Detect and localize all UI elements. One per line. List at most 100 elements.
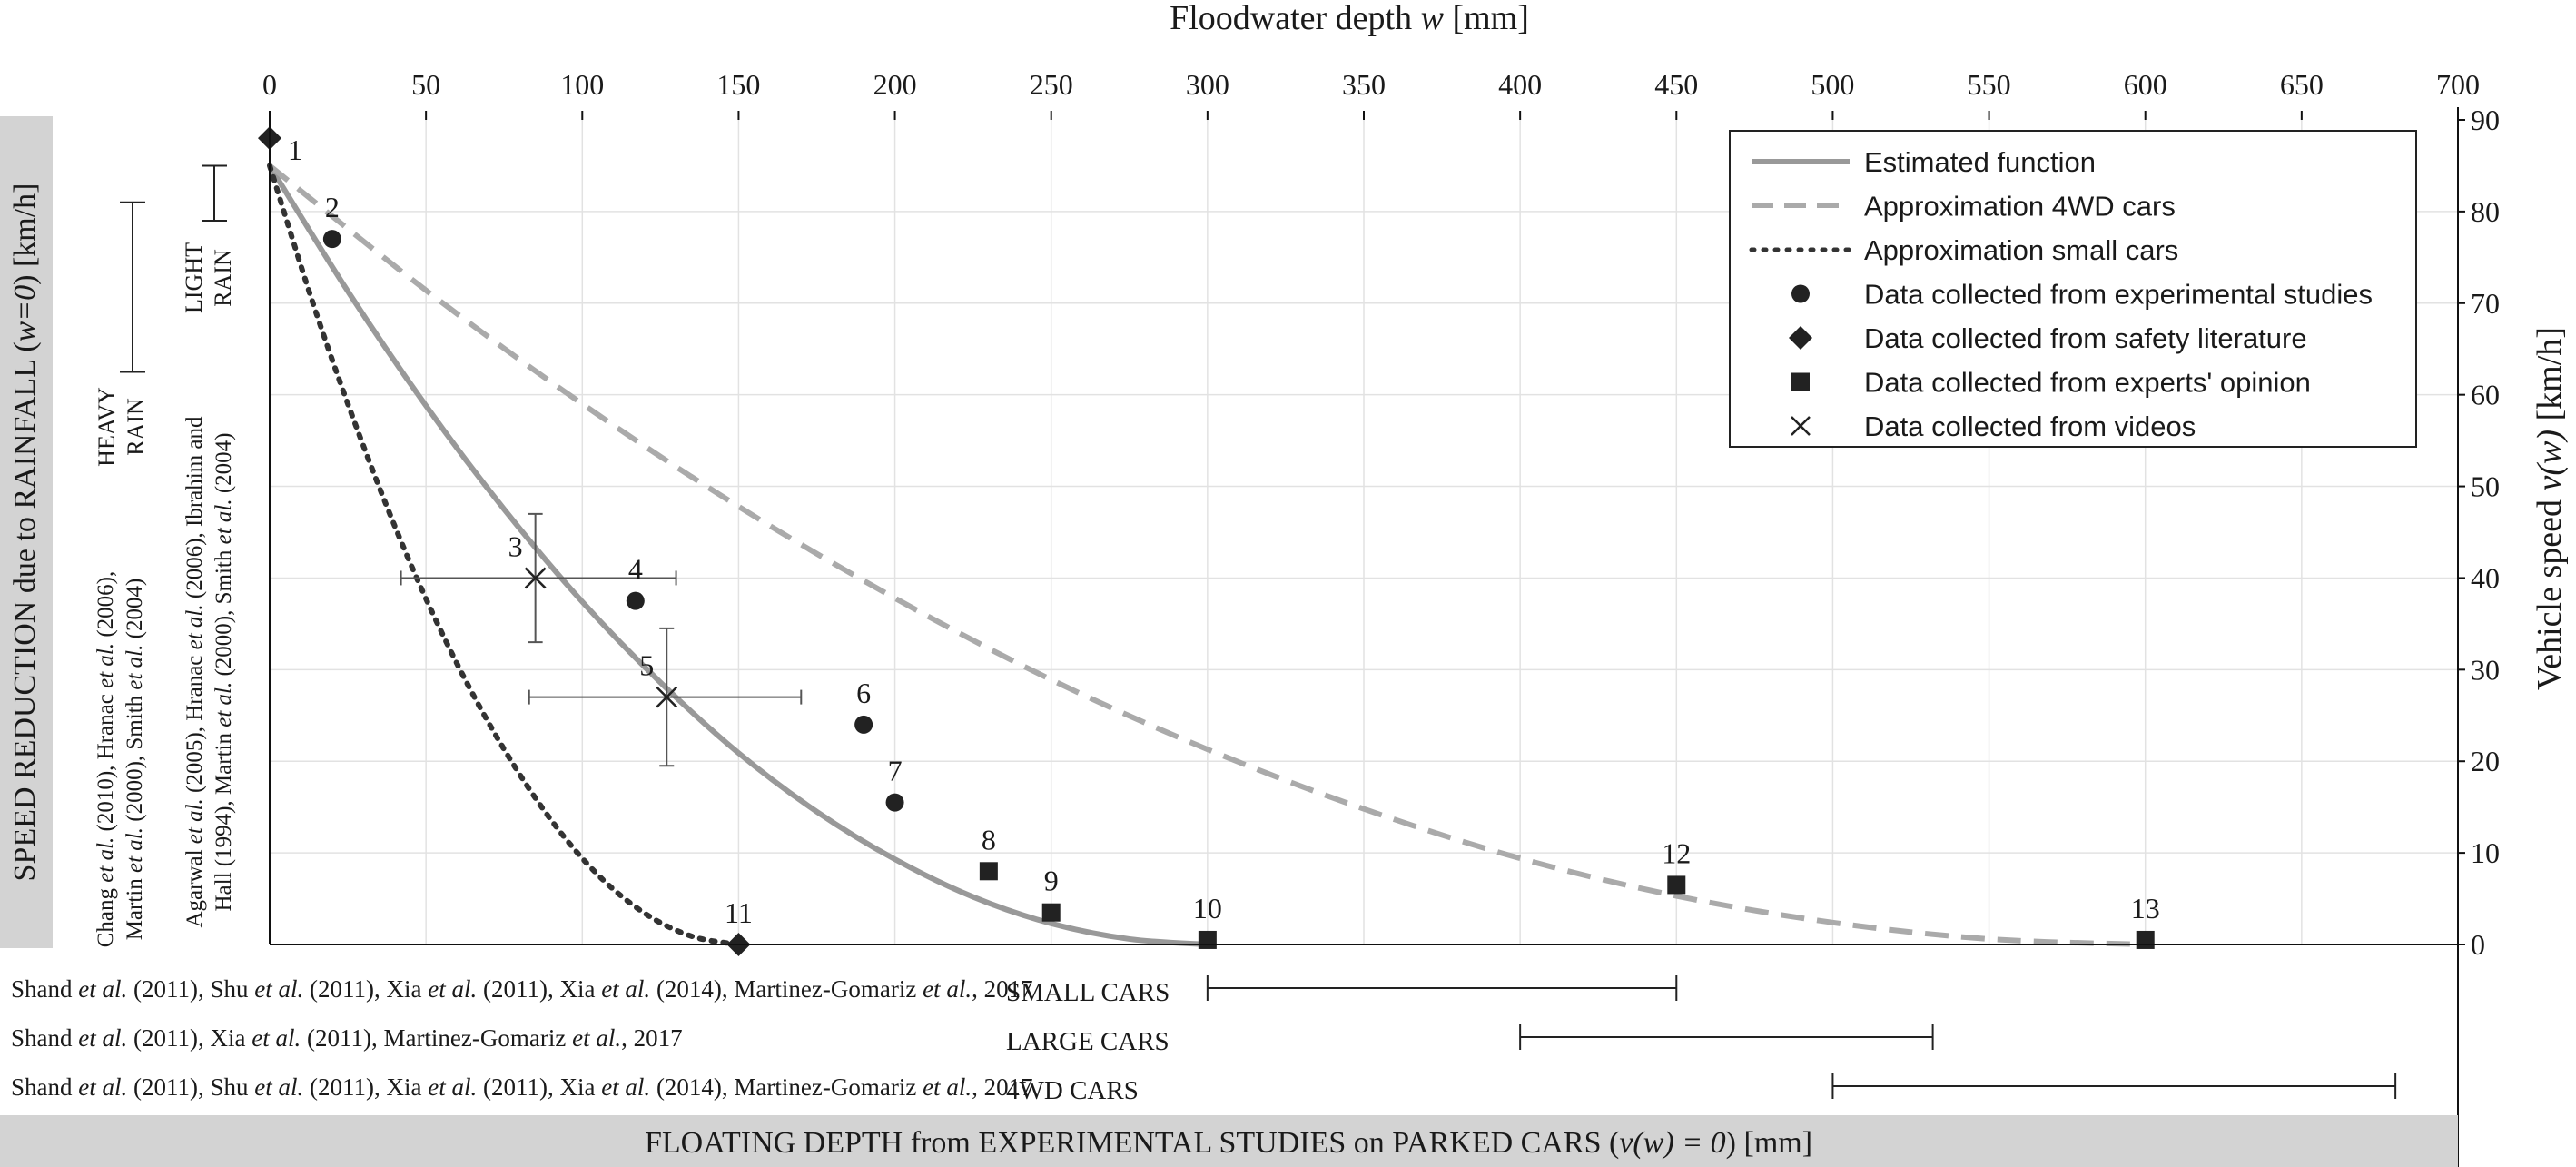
legend-label: Approximation 4WD cars (1864, 191, 2176, 223)
y-axis-title-seg: v(w) (2531, 430, 2569, 491)
point-label-8: 8 (982, 823, 996, 855)
light-rain-refs-seg: (2005), Hranac (183, 649, 207, 798)
floating-row-refs-seg: , 2017 (621, 1024, 683, 1052)
legend-marker-cross-b (1791, 416, 1811, 436)
point-5 (656, 686, 678, 708)
floating-row-refs-seg: (2014), Martinez-Gomariz (650, 1073, 923, 1101)
y-tick-label: 60 (2471, 379, 2500, 411)
point-9 (1041, 903, 1061, 922)
floating-row-refs: Shand et al. (2011), Shu et al. (2011), … (11, 1073, 1033, 1101)
heavy-rain-refs-seg: et al. (123, 827, 147, 873)
light-rain-refs-seg: Hall (1994), Martin (212, 727, 236, 912)
heavy-rain-refs-seg: (2004) (123, 579, 147, 645)
y-tick-label: 10 (2471, 836, 2500, 869)
y-tick-label: 90 (2471, 104, 2500, 136)
light-rain-refs-seg: Agarwal (183, 844, 207, 927)
floating-panel-title: FLOATING DEPTH from EXPERIMENTAL STUDIES… (645, 1126, 1812, 1160)
floating-row-refs-seg: (2011), Xia (303, 1073, 428, 1101)
y-tick-label: 30 (2471, 653, 2500, 686)
floating-row-refs-seg: et al. (254, 975, 303, 1003)
rainfall-panel-bg (0, 116, 53, 948)
x-tick-label: 650 (2280, 68, 2324, 101)
legend-box (1729, 130, 2417, 448)
floating-row-refs-seg: (2011), Xia (127, 1024, 252, 1052)
legend-marker-square (1791, 372, 1810, 391)
heavy-rain-label: HEAVY (94, 387, 120, 467)
axes: 0 50 100 150 200 250 300 350 400 450 500 550 600 650 7… (262, 0, 2569, 1167)
x-axis-title-seg: w (1421, 0, 1445, 37)
x-tick-label: 250 (1030, 68, 1073, 101)
rainfall-panel-title: SPEED REDUCTION due to RAINFALL (w=0) [k… (8, 183, 42, 881)
point-2 (322, 230, 341, 249)
floating-row-refs-seg: et al. (923, 1073, 972, 1101)
point-label-13: 13 (2131, 892, 2160, 925)
point-label-9: 9 (1044, 865, 1059, 897)
floating-row-refs-seg: (2011), Martinez-Gomariz (301, 1024, 572, 1052)
point-label-5: 5 (639, 649, 654, 682)
floating-row-refs: Shand et al. (2011), Shu et al. (2011), … (11, 975, 1033, 1003)
heavy-rain-refs-seg: (2006), (94, 571, 118, 643)
legend-marker-cross (1791, 416, 1811, 436)
x-axis-title-seg: Floodwater depth (1170, 0, 1421, 37)
x-tick-label: 700 (2436, 68, 2480, 101)
floating-row-refs-seg: et al. (78, 1024, 127, 1052)
x-tick-label: 0 (262, 68, 277, 101)
floating-row-refs-seg: et al. (601, 975, 650, 1003)
y-tick-label: 70 (2471, 287, 2500, 320)
light-rain-refs-seg: et al. (183, 798, 207, 844)
floating-row-refs-seg: et al. (428, 1073, 477, 1101)
x-tick-label: 450 (1654, 68, 1698, 101)
floating-row-category: LARGE CARS (1006, 1027, 1170, 1056)
heavy-rain-label: RAIN (123, 398, 149, 456)
series-line-0 (267, 163, 1209, 947)
rainfall-title-seg: ) [km/h] (8, 183, 42, 284)
floating-row-category: 4WD CARS (1006, 1076, 1139, 1105)
heavy-rain-refs-seg: (2010), Hranac (94, 688, 118, 837)
floating-row-refs-seg: et al. (78, 975, 127, 1003)
legend-label: Approximation small cars (1864, 234, 2178, 266)
y-axis-title-seg: [km/h] (2531, 327, 2569, 430)
floating-row-category: SMALL CARS (1006, 978, 1170, 1007)
floating-row-refs-seg: Shand (11, 1024, 78, 1052)
rainfall-title-seg: w=0 (8, 285, 42, 342)
y-axis-title: Vehicle speed v(w) [km/h] (2531, 327, 2569, 690)
point-4 (626, 591, 645, 610)
legend-label: Data collected from safety literature (1864, 322, 2307, 354)
light-rain-refs-seg: (2004) (212, 432, 236, 499)
legend-label: Estimated function (1864, 146, 2096, 178)
floating-row-refs-seg: (2011), Shu (127, 1073, 254, 1101)
heavy-rain-refs-seg: et al. (94, 837, 118, 883)
floating-row-refs-seg: (2011), Xia (477, 975, 601, 1003)
floating-row-refs-seg: , 2017 (972, 1073, 1033, 1101)
y-axis-title-seg: Vehicle speed (2531, 491, 2569, 690)
rainfall-title-seg: SPEED REDUCTION due to RAINFALL ( (8, 341, 42, 881)
point-5-b (656, 686, 678, 708)
heavy-rain-refs: Chang et al. (2010), Hranac et al. (2006… (94, 571, 118, 948)
floating-row-refs-seg: Shand (11, 975, 78, 1003)
point-label-6: 6 (856, 677, 871, 709)
x-tick-label: 550 (1968, 68, 2011, 101)
floating-row-refs-seg: (2011), Xia (477, 1073, 601, 1101)
light-rain-refs: Hall (1994), Martin et al. (2000), Smith… (212, 432, 236, 911)
light-rain-label: RAIN (210, 249, 236, 307)
floating-row-refs-seg: et al. (572, 1024, 621, 1052)
x-axis-title: Floodwater depth w [mm] (1170, 0, 1529, 37)
point-label-4: 4 (628, 553, 643, 586)
series-line-2 (267, 163, 742, 947)
point-label-1: 1 (288, 134, 302, 166)
floating-row-refs-seg: Shand (11, 1073, 78, 1101)
heavy-rain-refs: Martin et al. (2000), Smith et al. (2004… (123, 579, 147, 941)
x-tick-label: 100 (560, 68, 604, 101)
x-tick-label: 600 (2124, 68, 2167, 101)
light-rain-refs: Agarwal et al. (2005), Hranac et al. (20… (183, 416, 207, 928)
light-rain-refs-seg: et al. (212, 499, 236, 544)
x-tick-label: 300 (1186, 68, 1229, 101)
floating-title-seg: v(w) = 0 (1619, 1126, 1725, 1160)
x-tick-label: 200 (873, 68, 917, 101)
side-panels: SPEED REDUCTION due to RAINFALL (w=0) [k… (0, 116, 236, 948)
legend-marker-circle (1791, 284, 1810, 303)
point-6 (854, 715, 873, 734)
y-tick-label: 20 (2471, 745, 2500, 777)
light-rain-refs-seg: (2006), Ibrahim and (183, 416, 207, 604)
